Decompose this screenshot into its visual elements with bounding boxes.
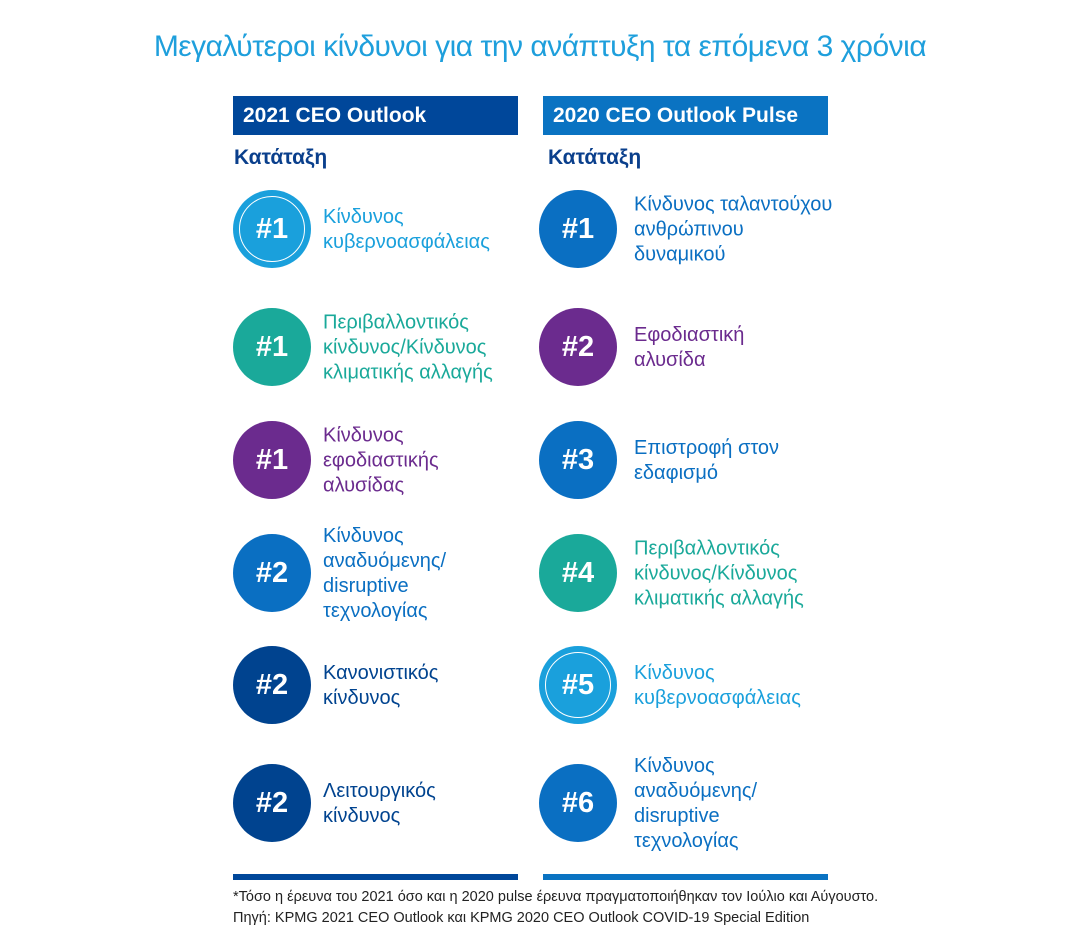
rank-circle: #5 — [539, 646, 617, 724]
risk-item: #1 Κίνδυνος εφοδιαστικής αλυσίδας — [233, 421, 553, 501]
risk-item: #2 Κανονιστικός κίνδυνος — [233, 646, 553, 726]
risk-item: #2 Κίνδυνος αναδυόμενης/ disruptive τεχνο… — [233, 525, 553, 622]
risk-item: #6 Κίνδυνος αναδυόμενης/ disruptive τεχνο… — [539, 755, 859, 852]
divider-2021 — [233, 874, 518, 880]
risk-label: Επιστροφή στον εδαφισμό — [634, 437, 780, 484]
risk-label: Περιβαλλοντικός κίνδυνος/Κίνδυνος κλιματ… — [323, 311, 493, 384]
risk-item: #2 Εφοδιαστική αλυσίδα — [539, 308, 859, 388]
rank-circle: #2 — [539, 308, 617, 386]
risk-item: #1 Κίνδυνος ταλαντούχου ανθρώπινου δυναμι… — [539, 190, 859, 270]
rank-circle: #2 — [233, 646, 311, 724]
page-title: Μεγαλύτεροι κίνδυνοι για την ανάπτυξη τα… — [153, 30, 927, 63]
rank-label-2021: Κατάταξη — [234, 146, 328, 169]
risk-label: Κανονιστικός κίνδυνος — [323, 662, 439, 709]
rank-circle: #4 — [539, 534, 617, 612]
risk-item: #4 Περιβαλλοντικός κίνδυνος/Κίνδυνος κλιμ… — [539, 534, 859, 614]
risk-item: #2 Λειτουργικός κίνδυνος — [233, 764, 553, 844]
rank-circle: #1 — [233, 190, 311, 268]
risk-label: Κίνδυνος ταλαντούχου ανθρώπινου δυναμικο… — [634, 193, 833, 266]
risk-label: Περιβαλλοντικός κίνδυνος/Κίνδυνος κλιματ… — [634, 537, 804, 610]
risk-item: #3 Επιστροφή στον εδαφισμό — [539, 421, 859, 501]
footnote: *Τόσο η έρευνα του 2021 όσο και η 2020 p… — [233, 889, 879, 905]
rank-circle: #1 — [233, 421, 311, 499]
rank-label-2020: Κατάταξη — [548, 146, 642, 169]
risk-label: Κίνδυνος αναδυόμενης/ disruptive τεχνολο… — [323, 525, 447, 622]
header-2020: 2020 CEO Outlook Pulse — [543, 96, 828, 135]
risk-item: #5 Κίνδυνος κυβερνοασφάλειας — [539, 646, 859, 726]
rank-circle: #6 — [539, 764, 617, 842]
risk-label: Κίνδυνος κυβερνοασφάλειας — [323, 206, 490, 253]
rank-circle: #1 — [539, 190, 617, 268]
rank-circle: #1 — [233, 308, 311, 386]
rank-circle: #3 — [539, 421, 617, 499]
risk-label: Λειτουργικός κίνδυνος — [323, 780, 436, 827]
risk-item: #1 Περιβαλλοντικός κίνδυνος/Κίνδυνος κλιμ… — [233, 308, 553, 388]
risk-item: #1 Κίνδυνος κυβερνοασφάλειας — [233, 190, 553, 270]
header-2021: 2021 CEO Outlook — [233, 96, 518, 135]
source-note: Πηγή: KPMG 2021 CEO Outlook και KPMG 202… — [233, 910, 810, 926]
risk-label: Κίνδυνος εφοδιαστικής αλυσίδας — [323, 424, 439, 497]
risk-label: Εφοδιαστική αλυσίδα — [634, 324, 745, 371]
risk-label: Κίνδυνος αναδυόμενης/ disruptive τεχνολο… — [634, 755, 758, 852]
divider-2020 — [543, 874, 828, 880]
rank-circle: #2 — [233, 764, 311, 842]
rank-circle: #2 — [233, 534, 311, 612]
risk-label: Κίνδυνος κυβερνοασφάλειας — [634, 662, 801, 709]
